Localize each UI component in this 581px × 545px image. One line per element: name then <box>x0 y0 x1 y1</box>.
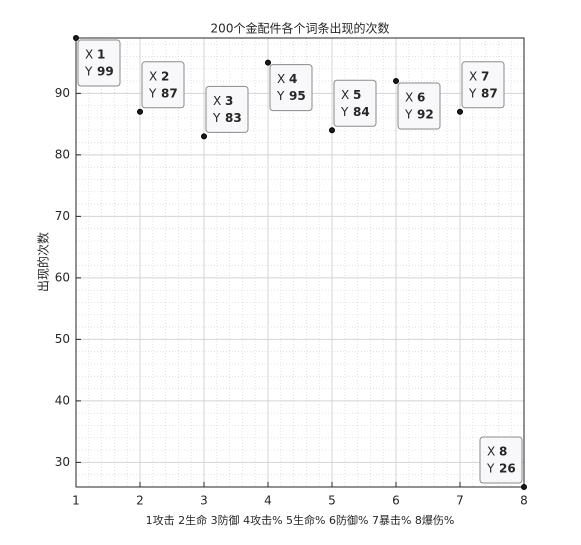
y-tick-label: 80 <box>55 147 70 161</box>
x-axis-label: 1攻击 2生命 3防御 4攻击% 5生命% 6防御% 7暴击% 8爆伤% <box>146 513 455 527</box>
datatip-value: 99 <box>97 65 114 79</box>
x-tick-label: 6 <box>392 494 400 508</box>
datatip-label: Y <box>212 111 221 125</box>
datatip-label: X <box>85 48 93 62</box>
datatip-value: 87 <box>161 86 178 100</box>
datatip-value: 5 <box>353 88 361 102</box>
datatip-label: X <box>469 69 477 83</box>
datatip-label: Y <box>340 105 349 119</box>
datatip-box <box>397 82 441 130</box>
y-tick-label: 90 <box>55 86 70 100</box>
datatip: X 5Y 84 <box>333 79 377 127</box>
datatip: X 3Y 83 <box>205 85 249 133</box>
x-tick-label: 8 <box>520 494 528 508</box>
datatip-value: 3 <box>225 94 233 108</box>
x-tick-label: 3 <box>200 494 208 508</box>
datatip-value: 83 <box>225 111 242 125</box>
datatip-value: 92 <box>417 108 434 122</box>
datatip: X 7Y 87 <box>461 61 505 109</box>
datatip-value: 95 <box>289 89 306 103</box>
x-tick-label: 1 <box>72 494 80 508</box>
datatip-box <box>461 61 505 109</box>
datatip-value: 4 <box>289 72 297 86</box>
datatip: X 8Y 26 <box>479 436 523 484</box>
datatip-value: 6 <box>417 91 425 105</box>
datatip-value: 7 <box>481 69 489 83</box>
x-tick-label: 5 <box>328 494 336 508</box>
datatip-label: Y <box>148 86 157 100</box>
point <box>265 59 271 66</box>
y-tick-label: 60 <box>55 270 70 284</box>
y-tick-label: 70 <box>55 209 70 223</box>
datatip: X 6Y 92 <box>397 82 441 130</box>
datatip-value: 87 <box>481 86 498 100</box>
datatip-label: X <box>487 445 495 459</box>
point <box>457 108 463 115</box>
axes-box <box>75 37 525 488</box>
datatip-box <box>205 85 249 133</box>
datatip-label: X <box>213 94 221 108</box>
y-tick-label: 40 <box>55 393 70 407</box>
datatip-label: X <box>277 72 285 86</box>
datatip-label: X <box>341 88 349 102</box>
x-tick-label: 2 <box>136 494 144 508</box>
point <box>73 35 79 41</box>
point <box>393 78 399 85</box>
datatip-value: 8 <box>499 445 507 459</box>
datatip-value: 84 <box>353 105 370 119</box>
datatip: X 1Y 99 <box>77 39 121 87</box>
y-tick-label: 50 <box>55 332 70 346</box>
datatip-box <box>141 61 185 109</box>
y-tick-label: 30 <box>55 455 70 469</box>
datatip-box <box>269 64 313 112</box>
datatip-label: X <box>405 91 413 105</box>
datatip-box <box>77 39 121 87</box>
datatip-value: 2 <box>161 69 169 83</box>
datatip: X 2Y 87 <box>141 61 185 109</box>
datatip-box <box>479 436 523 484</box>
point <box>329 127 335 134</box>
point <box>137 108 143 115</box>
x-tick-label: 7 <box>456 494 464 508</box>
datatip-label: Y <box>468 86 477 100</box>
datatip: X 4Y 95 <box>269 64 313 112</box>
y-axis-label: 出现的次数 <box>36 232 51 292</box>
chart-title: 200个金配件各个词条出现的次数 <box>211 21 390 36</box>
datatip-label: Y <box>486 462 495 476</box>
datatip-value: 1 <box>97 48 105 62</box>
datatip-label: Y <box>404 108 413 122</box>
point <box>201 133 207 140</box>
datatip-label: X <box>149 69 157 83</box>
datatip-label: Y <box>276 89 285 103</box>
datatip-label: Y <box>84 65 93 79</box>
x-tick-label: 4 <box>264 494 272 508</box>
point <box>521 484 527 490</box>
datatip-box <box>333 79 377 127</box>
datatip-value: 26 <box>499 462 516 476</box>
